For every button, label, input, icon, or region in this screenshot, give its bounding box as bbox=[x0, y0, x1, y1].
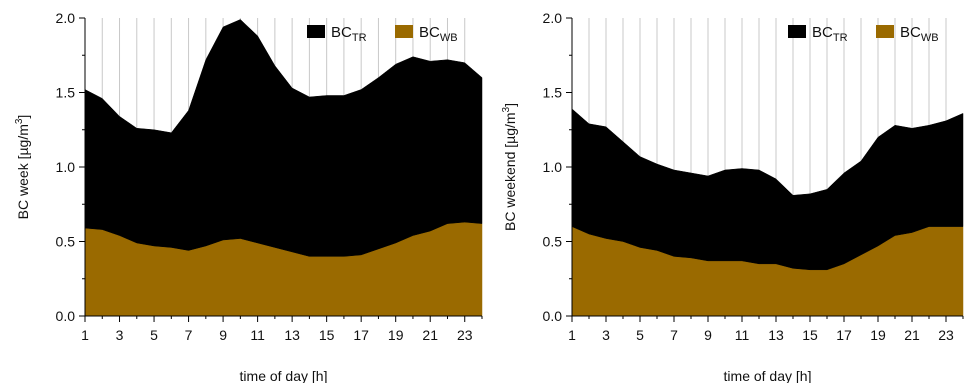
x-axis-label: time of day [h] bbox=[724, 368, 812, 383]
y-tick-label: 2.0 bbox=[56, 10, 76, 26]
area-bc-tr bbox=[84, 19, 483, 257]
x-tick-label: 17 bbox=[836, 327, 852, 343]
x-tick-label: 7 bbox=[185, 327, 193, 343]
y-axis-label: BC weekend [µg/m3] bbox=[501, 103, 518, 231]
y-axis-label: BC week [µg/m3] bbox=[14, 115, 31, 220]
legend-swatch-tr bbox=[788, 25, 806, 38]
y-tick-label: 1.0 bbox=[543, 159, 563, 175]
x-tick-label: 1 bbox=[81, 327, 89, 343]
x-tick-label: 3 bbox=[116, 327, 124, 343]
y-tick-label: 2.0 bbox=[543, 10, 563, 26]
y-tick-label: 1.5 bbox=[543, 85, 563, 101]
legend-swatch-wb bbox=[876, 25, 894, 38]
x-tick-label: 11 bbox=[735, 327, 750, 343]
x-tick-label: 9 bbox=[704, 327, 712, 343]
x-tick-label: 19 bbox=[870, 327, 886, 343]
y-tick-label: 1.5 bbox=[56, 85, 76, 101]
x-tick-label: 15 bbox=[802, 327, 818, 343]
x-tick-label: 3 bbox=[602, 327, 610, 343]
y-tick-label: 0.5 bbox=[56, 234, 76, 250]
x-tick-label: 23 bbox=[938, 327, 954, 343]
x-tick-label: 17 bbox=[353, 327, 369, 343]
legend-entry-tr: BCTR bbox=[331, 24, 367, 44]
y-tick-label: 0.5 bbox=[543, 234, 563, 250]
x-tick-label: 5 bbox=[150, 327, 158, 343]
x-tick-label: 11 bbox=[250, 327, 265, 343]
x-tick-label: 13 bbox=[284, 327, 300, 343]
y-tick-label: 0.0 bbox=[56, 308, 76, 324]
y-tick-label: 0.0 bbox=[543, 308, 563, 324]
legend-swatch-tr bbox=[307, 25, 325, 38]
y-tick-label: 1.0 bbox=[56, 159, 76, 175]
x-tick-label: 19 bbox=[388, 327, 404, 343]
x-axis-label: time of day [h] bbox=[240, 368, 328, 383]
x-tick-label: 21 bbox=[904, 327, 920, 343]
legend-entry-wb: BCWB bbox=[419, 24, 458, 44]
x-tick-label: 9 bbox=[219, 327, 227, 343]
x-tick-label: 15 bbox=[319, 327, 335, 343]
x-tick-label: 23 bbox=[457, 327, 473, 343]
x-tick-label: 7 bbox=[670, 327, 678, 343]
x-tick-label: 5 bbox=[636, 327, 644, 343]
x-tick-label: 13 bbox=[768, 327, 784, 343]
legend-swatch-wb bbox=[395, 25, 413, 38]
legend-entry-tr: BCTR bbox=[812, 24, 848, 44]
x-tick-label: 1 bbox=[568, 327, 576, 343]
x-tick-label: 21 bbox=[422, 327, 438, 343]
area-bc-tr bbox=[571, 108, 964, 271]
legend-entry-wb: BCWB bbox=[900, 24, 939, 44]
